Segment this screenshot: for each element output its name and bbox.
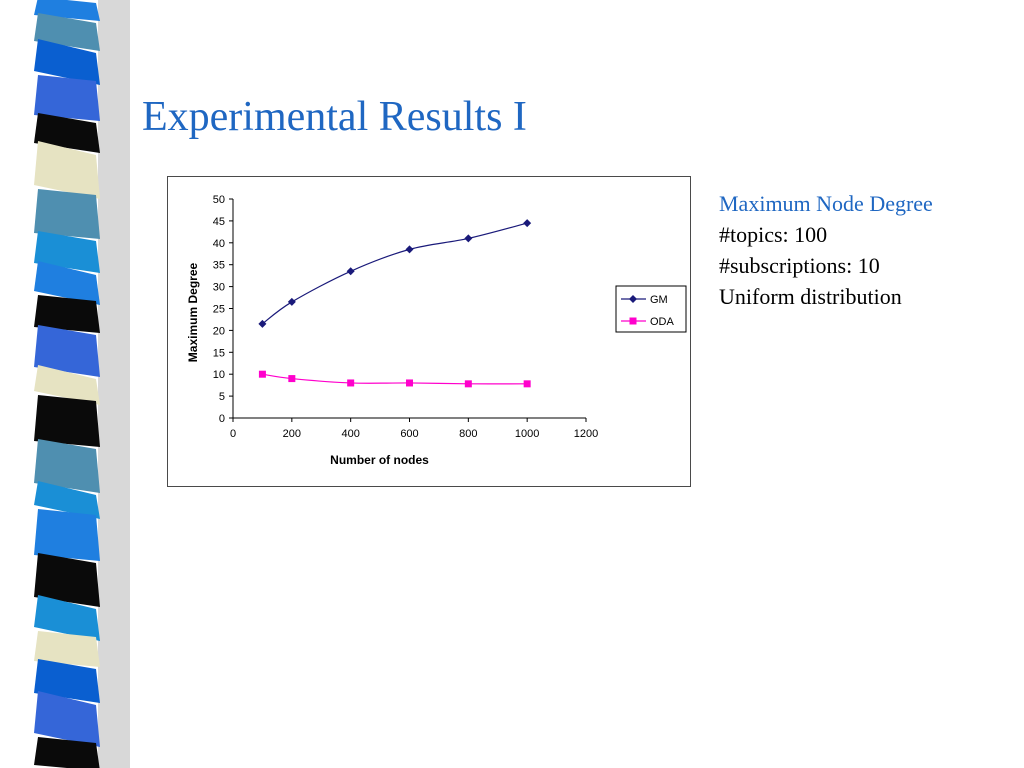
chart-frame: 0 5 10 15 20 25 30 35 40 45 50 0 200 400 600 800 1000 120… — [167, 176, 691, 487]
x-tick-label: 0 — [230, 428, 236, 440]
y-tick-label: 15 — [213, 347, 225, 359]
y-tick-label: 10 — [213, 369, 225, 381]
strip-band — [34, 231, 100, 273]
data-point-oda — [347, 379, 355, 387]
data-point-oda — [523, 380, 531, 388]
strip-shadow — [98, 0, 130, 768]
slide-title: Experimental Results I — [142, 94, 527, 140]
x-tick-label: 800 — [459, 428, 477, 440]
series-line-oda — [262, 373, 528, 385]
decorative-side-strip — [34, 0, 130, 768]
strip-band — [34, 439, 100, 493]
data-point-oda — [464, 380, 472, 388]
x-tick-label: 600 — [400, 428, 418, 440]
strip-band — [34, 113, 100, 153]
data-point-gm — [258, 319, 267, 328]
x-tick-label: 200 — [283, 428, 301, 440]
legend-marker-oda — [629, 317, 637, 325]
strip-band — [34, 295, 100, 333]
strip-band — [34, 631, 100, 667]
x-tick-label: 400 — [341, 428, 359, 440]
legend-label-oda: ODA — [650, 316, 675, 328]
data-point-gm — [346, 267, 355, 276]
y-tick-label: 45 — [213, 216, 225, 228]
data-point-oda — [288, 375, 296, 383]
y-tick-label: 20 — [213, 325, 225, 337]
data-point-gm — [464, 234, 473, 243]
notes-heading: Maximum Node Degree — [719, 191, 933, 216]
strip-band — [34, 553, 100, 607]
x-tick-label: 1000 — [515, 428, 539, 440]
y-tick-label: 0 — [219, 413, 225, 425]
strip-band — [34, 481, 100, 519]
data-point-oda — [406, 379, 413, 387]
line-chart: 0 5 10 15 20 25 30 35 40 45 50 0 200 400 600 800 1000 120… — [186, 194, 687, 467]
strip-band — [34, 189, 100, 239]
strip-band — [34, 261, 100, 305]
strip-band — [34, 13, 100, 51]
y-tick-label: 50 — [213, 194, 225, 206]
data-point-gm — [523, 219, 532, 228]
data-point-oda — [258, 370, 266, 378]
series-line-gm — [262, 222, 528, 325]
chart-notes: Maximum Node Degree #topics: 100 #subscr… — [719, 188, 933, 312]
y-tick-label: 40 — [213, 238, 225, 250]
strip-band — [34, 325, 100, 377]
strip-band — [34, 737, 100, 768]
notes-line-subscriptions: #subscriptions: 10 — [719, 253, 880, 278]
notes-line-distribution: Uniform distribution — [719, 284, 902, 309]
y-tick-label: 5 — [219, 391, 225, 403]
strip-band — [34, 595, 100, 641]
y-tick-label: 30 — [213, 282, 225, 294]
strip-band — [34, 659, 100, 703]
strip-band — [34, 141, 100, 199]
y-tick-label: 35 — [213, 260, 225, 272]
x-axis-label: Number of nodes — [330, 453, 429, 467]
data-point-gm — [405, 245, 414, 254]
legend-box — [615, 285, 687, 333]
strip-band — [34, 691, 100, 747]
y-tick-label: 25 — [213, 304, 225, 316]
strip-band — [34, 365, 100, 405]
chart-legend: GM ODA — [615, 285, 687, 333]
strip-band — [34, 509, 100, 561]
strip-band — [34, 39, 100, 85]
data-point-gm — [287, 297, 296, 306]
strip-band — [34, 395, 100, 447]
strip-band — [34, 75, 100, 121]
legend-label-gm: GM — [650, 294, 668, 306]
legend-marker-gm — [629, 295, 637, 303]
x-tick-label: 1200 — [574, 428, 598, 440]
notes-line-topics: #topics: 100 — [719, 222, 828, 247]
y-axis-label: Maximum Degree — [186, 262, 200, 362]
